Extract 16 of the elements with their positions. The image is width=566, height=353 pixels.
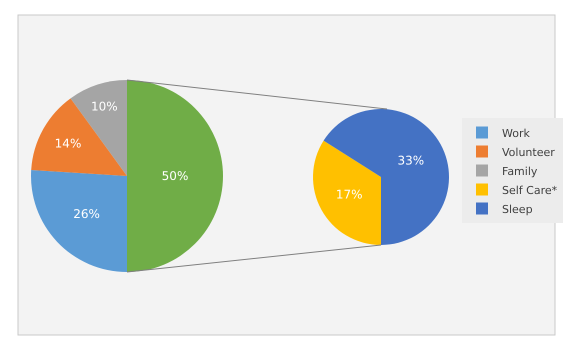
pie-slice bbox=[31, 170, 127, 272]
legend-label: Family bbox=[502, 164, 538, 178]
pie-slice bbox=[31, 98, 127, 176]
pie-slice bbox=[313, 140, 381, 245]
legend-label: Volunteer bbox=[502, 146, 556, 159]
data-label: 50% bbox=[162, 169, 188, 183]
legend-label: Self Care* bbox=[502, 184, 558, 197]
data-label: 10% bbox=[91, 99, 118, 114]
data-label: 17% bbox=[336, 187, 363, 202]
legend-label: Work bbox=[502, 126, 530, 140]
pie-slice bbox=[324, 109, 449, 245]
pie-slice bbox=[127, 80, 223, 272]
data-label: 26% bbox=[73, 207, 100, 222]
data-label: 14% bbox=[54, 136, 82, 151]
data-label: 33% bbox=[397, 154, 424, 168]
legend-label: Sleep bbox=[502, 202, 533, 216]
